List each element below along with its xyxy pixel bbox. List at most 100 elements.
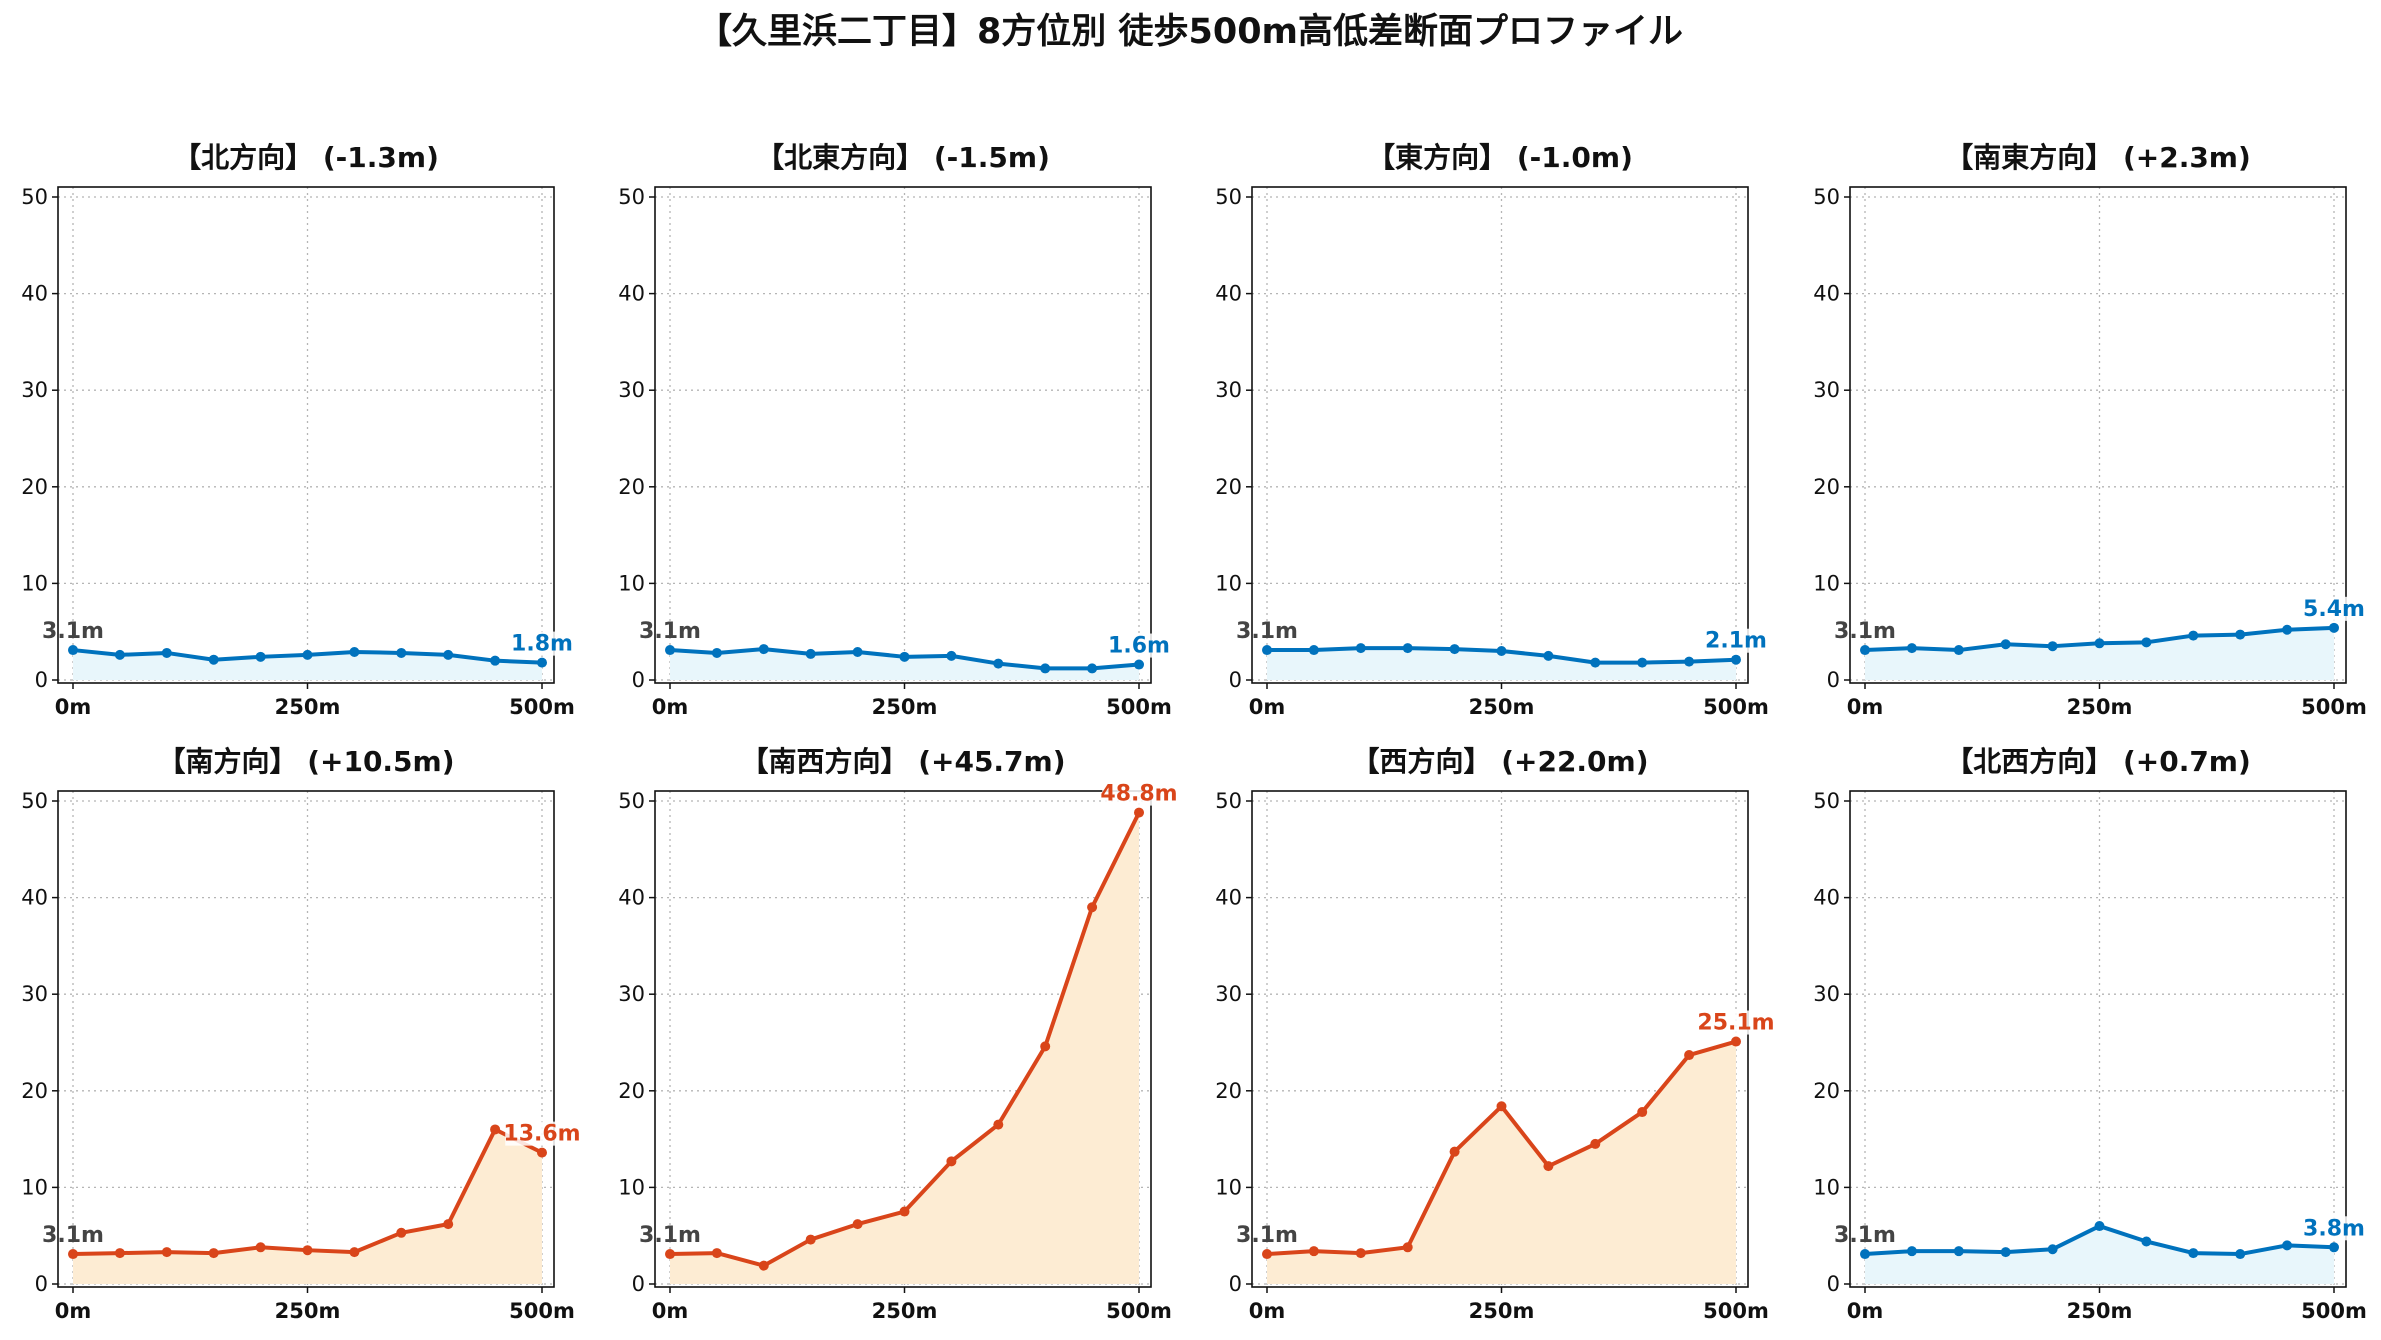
y-tick-label: 0	[632, 1272, 645, 1296]
panel-title: 【北方向】 (-1.3m)	[173, 141, 439, 174]
elevation-area	[1267, 648, 1736, 680]
y-tick-label: 50	[618, 185, 645, 209]
panel-title: 【西方向】 (+22.0m)	[1351, 745, 1648, 778]
y-tick-label: 40	[1215, 282, 1242, 306]
data-point	[208, 1248, 219, 1259]
data-point	[1906, 643, 1917, 654]
elevation-area	[670, 649, 1139, 680]
y-tick-label: 10	[1813, 571, 1840, 595]
y-tick-label: 30	[21, 378, 48, 402]
panel-title: 【東方向】 (-1.0m)	[1367, 141, 1633, 174]
data-point	[899, 1206, 910, 1217]
data-point	[537, 657, 547, 668]
data-point	[114, 649, 125, 660]
end-elevation-label: 1.6m	[1108, 634, 1170, 659]
data-point	[946, 1156, 957, 1167]
x-tick-label: 500m	[1106, 695, 1172, 719]
y-tick-label: 30	[618, 982, 645, 1006]
data-point	[1402, 643, 1413, 654]
data-point	[1906, 1246, 1917, 1257]
elevation-area	[1865, 1226, 2334, 1284]
data-point	[1040, 1041, 1051, 1052]
x-tick-label: 250m	[872, 1299, 938, 1323]
x-tick-label: 0m	[1249, 1299, 1286, 1323]
data-point	[946, 650, 957, 661]
y-tick-label: 30	[1215, 378, 1242, 402]
x-tick-label: 500m	[1106, 1299, 1172, 1323]
y-tick-label: 0	[1229, 668, 1242, 692]
data-point	[1684, 1050, 1695, 1061]
y-tick-label: 10	[1215, 571, 1242, 595]
x-tick-label: 0m	[55, 1299, 92, 1323]
x-tick-label: 500m	[509, 695, 575, 719]
y-tick-label: 0	[1827, 1272, 1840, 1296]
data-point	[2000, 639, 2011, 650]
axes-frame	[1849, 790, 2347, 1288]
figure-title: 【久里浜二丁目】8方位別 徒歩500m高低差断面プロファイル	[697, 12, 1683, 52]
data-point	[2329, 1242, 2339, 1253]
data-point	[1953, 1246, 1964, 1257]
y-tick-label: 40	[1215, 886, 1242, 910]
y-tick-label: 0	[1827, 668, 1840, 692]
data-point	[68, 1249, 78, 1260]
data-point	[490, 655, 501, 666]
end-label-background	[1102, 781, 1176, 806]
y-tick-label: 50	[21, 789, 48, 813]
axes-frame	[1849, 186, 2347, 684]
y-tick-label: 10	[1215, 1175, 1242, 1199]
data-point	[2188, 1248, 2199, 1259]
y-tick-label: 20	[1215, 475, 1242, 499]
y-tick-label: 40	[618, 282, 645, 306]
x-tick-label: 0m	[652, 1299, 689, 1323]
x-tick-label: 250m	[1469, 1299, 1535, 1323]
data-point	[255, 651, 266, 662]
data-point	[2141, 637, 2152, 648]
data-point	[2282, 624, 2293, 635]
data-point	[1087, 902, 1098, 913]
x-tick-label: 0m	[1249, 695, 1286, 719]
data-point	[1543, 650, 1554, 661]
x-tick-label: 250m	[1469, 695, 1535, 719]
start-elevation-label: 3.1m	[1236, 619, 1298, 644]
data-point	[2188, 630, 2199, 641]
panel-title: 【南東方向】 (+2.3m)	[1945, 141, 2251, 174]
y-tick-label: 0	[632, 668, 645, 692]
data-point	[1134, 807, 1144, 818]
end-label-background	[2304, 596, 2364, 621]
data-point	[349, 646, 360, 657]
y-tick-label: 10	[618, 1175, 645, 1199]
data-point	[1637, 657, 1648, 668]
data-point	[161, 1247, 172, 1258]
data-point	[1134, 659, 1144, 670]
x-tick-label: 500m	[1703, 1299, 1769, 1323]
y-tick-label: 30	[21, 982, 48, 1006]
x-tick-label: 500m	[2301, 1299, 2367, 1323]
data-point	[758, 1260, 769, 1271]
y-tick-label: 50	[1215, 185, 1242, 209]
end-label-background	[2304, 1216, 2364, 1241]
y-tick-label: 0	[35, 1272, 48, 1296]
x-tick-label: 500m	[2301, 695, 2367, 719]
end-label-background	[1699, 1010, 1773, 1035]
x-tick-label: 500m	[509, 1299, 575, 1323]
data-point	[805, 648, 816, 659]
x-tick-label: 250m	[2067, 695, 2133, 719]
data-point	[1590, 1138, 1601, 1149]
data-point	[396, 1227, 407, 1238]
data-point	[2094, 638, 2105, 649]
x-tick-label: 250m	[275, 1299, 341, 1323]
data-point	[1087, 663, 1098, 674]
y-tick-label: 10	[21, 1175, 48, 1199]
elevation-area	[670, 812, 1139, 1284]
data-point	[1731, 654, 1741, 665]
x-tick-label: 250m	[2067, 1299, 2133, 1323]
data-point	[711, 1248, 722, 1259]
y-tick-label: 50	[1813, 185, 1840, 209]
data-point	[665, 1249, 675, 1260]
